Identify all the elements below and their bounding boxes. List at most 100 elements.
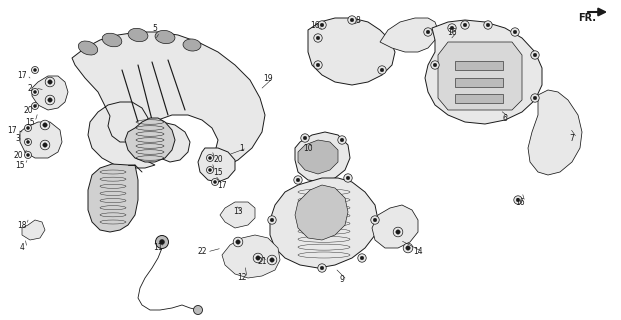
Circle shape bbox=[27, 140, 30, 143]
Circle shape bbox=[32, 102, 39, 109]
Polygon shape bbox=[295, 185, 348, 240]
Circle shape bbox=[533, 96, 537, 100]
Text: 2: 2 bbox=[27, 84, 32, 92]
Circle shape bbox=[484, 21, 492, 29]
Circle shape bbox=[516, 198, 520, 202]
Circle shape bbox=[43, 143, 47, 147]
Ellipse shape bbox=[128, 28, 148, 42]
Text: 19: 19 bbox=[263, 74, 273, 83]
Text: 17: 17 bbox=[7, 125, 17, 134]
Text: 20: 20 bbox=[13, 150, 23, 159]
Circle shape bbox=[32, 89, 39, 95]
Circle shape bbox=[358, 254, 366, 262]
Ellipse shape bbox=[155, 30, 175, 44]
Polygon shape bbox=[528, 90, 582, 175]
Text: 1: 1 bbox=[240, 143, 245, 153]
Circle shape bbox=[378, 66, 386, 74]
Circle shape bbox=[360, 256, 364, 260]
Polygon shape bbox=[270, 178, 378, 268]
Polygon shape bbox=[425, 20, 542, 124]
Polygon shape bbox=[88, 164, 138, 232]
Circle shape bbox=[236, 240, 240, 244]
Circle shape bbox=[209, 156, 212, 159]
Circle shape bbox=[486, 23, 490, 27]
Polygon shape bbox=[20, 122, 62, 158]
Circle shape bbox=[209, 169, 212, 172]
Circle shape bbox=[301, 134, 309, 142]
Polygon shape bbox=[198, 148, 235, 182]
Circle shape bbox=[318, 21, 326, 29]
Circle shape bbox=[533, 53, 537, 57]
Polygon shape bbox=[125, 118, 175, 162]
Circle shape bbox=[155, 236, 168, 249]
Circle shape bbox=[393, 227, 403, 237]
Circle shape bbox=[403, 243, 413, 253]
Circle shape bbox=[160, 239, 165, 244]
Circle shape bbox=[268, 216, 276, 224]
Text: 15: 15 bbox=[25, 117, 35, 126]
Circle shape bbox=[338, 136, 346, 144]
Circle shape bbox=[346, 176, 350, 180]
Bar bbox=[455, 78, 503, 87]
Text: 22: 22 bbox=[197, 247, 207, 257]
Circle shape bbox=[43, 123, 47, 127]
Text: 16: 16 bbox=[310, 20, 320, 29]
Text: 5: 5 bbox=[153, 23, 158, 33]
Circle shape bbox=[256, 256, 260, 260]
Text: 20: 20 bbox=[213, 156, 223, 164]
Circle shape bbox=[207, 166, 214, 173]
Circle shape bbox=[40, 140, 50, 150]
Circle shape bbox=[34, 91, 37, 93]
Circle shape bbox=[27, 126, 30, 130]
Text: 13: 13 bbox=[233, 207, 243, 217]
Circle shape bbox=[320, 23, 324, 27]
Circle shape bbox=[463, 23, 467, 27]
Bar bbox=[455, 61, 503, 70]
Text: 18: 18 bbox=[17, 220, 27, 229]
Circle shape bbox=[34, 68, 37, 71]
Circle shape bbox=[316, 63, 320, 67]
Circle shape bbox=[303, 136, 307, 140]
Circle shape bbox=[316, 36, 320, 40]
Text: 3: 3 bbox=[16, 133, 20, 142]
Polygon shape bbox=[72, 32, 265, 168]
Circle shape bbox=[40, 120, 50, 130]
Circle shape bbox=[531, 94, 539, 102]
Text: 17: 17 bbox=[17, 70, 27, 79]
Circle shape bbox=[350, 18, 354, 22]
Circle shape bbox=[448, 24, 456, 32]
Circle shape bbox=[396, 230, 400, 234]
Circle shape bbox=[320, 266, 324, 270]
Circle shape bbox=[344, 174, 352, 182]
Circle shape bbox=[406, 246, 410, 250]
Circle shape bbox=[48, 98, 52, 102]
Text: 9: 9 bbox=[340, 276, 345, 284]
Circle shape bbox=[45, 95, 55, 105]
Ellipse shape bbox=[102, 33, 122, 47]
Circle shape bbox=[513, 30, 517, 34]
Text: 12: 12 bbox=[237, 274, 247, 283]
Text: 7: 7 bbox=[569, 133, 574, 142]
Text: 15: 15 bbox=[15, 161, 25, 170]
Text: 4: 4 bbox=[20, 244, 24, 252]
Bar bbox=[455, 94, 503, 103]
Circle shape bbox=[253, 253, 263, 263]
Circle shape bbox=[511, 28, 519, 36]
Circle shape bbox=[214, 180, 217, 183]
Circle shape bbox=[424, 28, 432, 36]
Circle shape bbox=[450, 26, 454, 30]
Text: 11: 11 bbox=[153, 244, 163, 252]
Circle shape bbox=[24, 151, 32, 158]
Polygon shape bbox=[380, 18, 438, 52]
Circle shape bbox=[24, 139, 32, 146]
Ellipse shape bbox=[183, 39, 201, 51]
Polygon shape bbox=[372, 205, 418, 248]
Text: 8: 8 bbox=[356, 15, 360, 25]
Polygon shape bbox=[298, 140, 338, 174]
Circle shape bbox=[431, 61, 439, 69]
Polygon shape bbox=[32, 76, 68, 110]
Circle shape bbox=[212, 179, 219, 186]
Text: 20: 20 bbox=[23, 106, 33, 115]
Circle shape bbox=[45, 77, 55, 87]
Circle shape bbox=[340, 138, 344, 142]
